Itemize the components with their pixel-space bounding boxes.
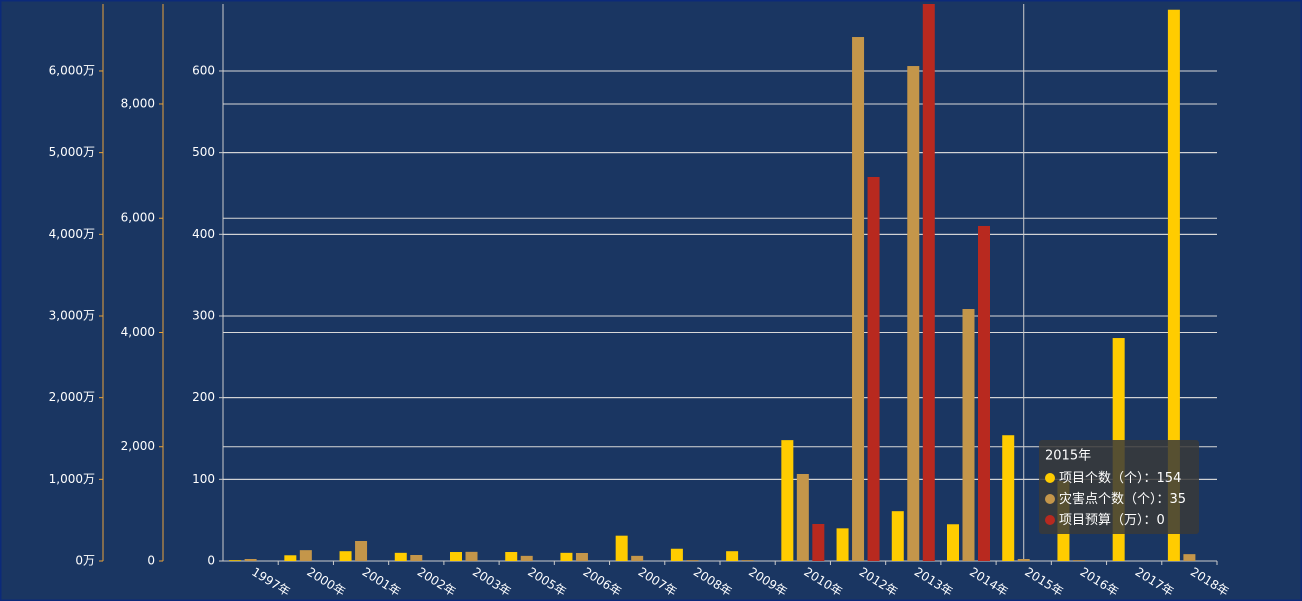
tooltip-series-name: 项目个数（个） — [1059, 471, 1144, 486]
tooltip-marker — [1045, 515, 1055, 525]
bar — [520, 555, 533, 561]
bar — [244, 559, 257, 561]
tooltip-marker — [1045, 473, 1055, 483]
tooltip-series-name: 项目预算（万） — [1059, 513, 1144, 528]
bar — [355, 541, 368, 561]
tooltip-entry: 项目个数（个）：154 — [1059, 471, 1181, 486]
bar — [686, 560, 699, 561]
tooltip-entry: 项目预算（万）：0 — [1059, 513, 1165, 528]
tooltip-box — [1039, 440, 1199, 534]
y-tick-label: 4,000 — [121, 325, 155, 339]
tooltip-separator: ： — [1144, 513, 1157, 528]
y-tick-label: 100 — [192, 472, 215, 486]
y-tick-label: 0万 — [75, 554, 95, 568]
bar — [812, 524, 825, 561]
bar — [284, 555, 297, 561]
tooltip-title: 2015年 — [1045, 449, 1091, 464]
bar — [781, 440, 794, 561]
y-tick-label: 2,000 — [121, 439, 155, 453]
bar — [560, 552, 573, 561]
tooltip-series-name: 灾害点个数（个） — [1059, 491, 1157, 507]
y-tick-label: 300 — [192, 308, 215, 322]
y-tick-label: 200 — [192, 390, 215, 404]
y-tick-label: 6,000万 — [49, 63, 95, 77]
tooltip-value: 35 — [1170, 492, 1187, 507]
y-tick-label: 0 — [147, 554, 155, 568]
tooltip-entry: 灾害点个数（个）：35 — [1059, 491, 1186, 507]
bar — [962, 309, 975, 561]
y-tick-label: 3,000万 — [49, 308, 95, 322]
y-tick-label: 5,000万 — [49, 145, 95, 159]
bar — [1183, 554, 1196, 561]
bar — [670, 548, 683, 561]
bar — [1167, 9, 1180, 562]
bar — [907, 66, 920, 561]
y-tick-label: 600 — [192, 63, 215, 77]
bar — [575, 553, 588, 561]
y-tick-label: 1,000万 — [49, 472, 95, 486]
y-tick-label: 0 — [207, 554, 215, 568]
y-tick-label: 400 — [192, 227, 215, 241]
bar — [1002, 435, 1015, 561]
bar — [1017, 559, 1030, 561]
bar — [299, 550, 312, 561]
y-tick-label: 4,000万 — [49, 227, 95, 241]
bar — [891, 511, 904, 561]
bar — [852, 37, 865, 562]
bar — [631, 555, 644, 561]
tooltip-separator: ： — [1157, 492, 1170, 507]
bar — [339, 551, 352, 561]
y-tick-label: 8,000 — [121, 96, 155, 110]
bar — [615, 535, 628, 561]
bar — [465, 551, 478, 561]
bar — [1072, 560, 1085, 561]
tooltip-value: 154 — [1157, 471, 1182, 486]
bar — [450, 552, 462, 561]
y-tick-label: 6,000 — [121, 211, 155, 225]
tooltip-separator: ： — [1144, 471, 1157, 486]
bar — [836, 528, 849, 561]
bar — [726, 551, 739, 561]
y-tick-label: 500 — [192, 145, 215, 159]
bar — [229, 560, 242, 561]
bar — [410, 555, 423, 561]
bar — [796, 473, 809, 561]
bar — [394, 552, 407, 561]
bar — [741, 560, 754, 561]
bar — [947, 524, 959, 561]
bar — [867, 176, 880, 561]
tooltip-value: 0 — [1157, 513, 1165, 528]
bar — [978, 225, 990, 562]
y-tick-label: 2,000万 — [49, 390, 95, 404]
bar — [505, 552, 518, 561]
tooltip-marker — [1045, 494, 1055, 504]
bar — [922, 4, 935, 561]
